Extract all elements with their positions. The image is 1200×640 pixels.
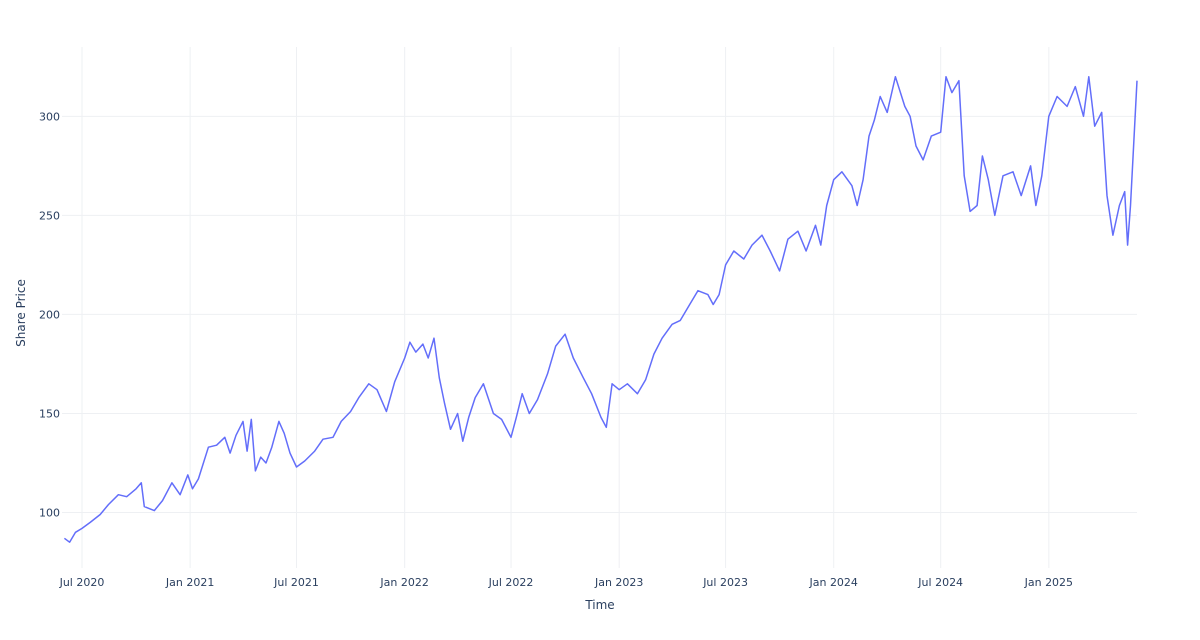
y-axis-title: Share Price bbox=[14, 279, 28, 347]
x-tick-label: Jan 2025 bbox=[1024, 576, 1073, 589]
y-axis-tick-labels: 100 150 200 250 300 bbox=[39, 110, 60, 519]
x-tick-label: Jan 2022 bbox=[379, 576, 428, 589]
y-tick-label: 300 bbox=[39, 110, 60, 123]
x-axis-tick-labels: Jul 2020 Jan 2021 Jul 2021 Jan 2022 Jul 2022… bbox=[59, 576, 1073, 589]
x-tick-label: Jan 2023 bbox=[594, 576, 643, 589]
series-layer bbox=[63, 75, 1138, 543]
x-gridlines bbox=[81, 47, 1050, 568]
x-tick-label: Jan 2024 bbox=[808, 576, 857, 589]
y-tick-label: 150 bbox=[39, 407, 60, 420]
y-tick-label: 250 bbox=[39, 209, 60, 222]
x-tick-label: Jan 2021 bbox=[165, 576, 214, 589]
x-tick-label: Jul 2024 bbox=[917, 576, 963, 589]
y-gridlines bbox=[62, 115, 1137, 514]
y-tick-label: 100 bbox=[39, 507, 60, 520]
x-tick-label: Jul 2020 bbox=[59, 576, 105, 589]
y-tick-label: 200 bbox=[39, 308, 60, 321]
x-tick-label: Jul 2021 bbox=[273, 576, 319, 589]
x-axis-title: Time bbox=[584, 598, 614, 612]
price-series-line bbox=[63, 75, 1138, 543]
x-tick-label: Jul 2022 bbox=[488, 576, 534, 589]
x-tick-label: Jul 2023 bbox=[702, 576, 748, 589]
